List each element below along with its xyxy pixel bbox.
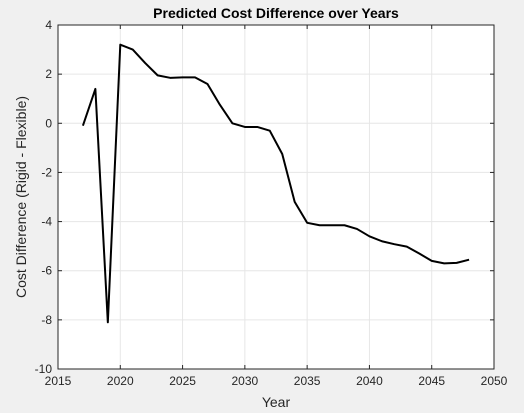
chart-title: Predicted Cost Difference over Years (153, 5, 399, 21)
series-layer (81, 43, 470, 324)
x-axis-label: Year (262, 394, 291, 410)
ticks: 2015 2020 2025 2030 2035 2040 2045 2050 -10 -8 -6 -… (35, 18, 508, 388)
x-tick-label: 2045 (418, 374, 445, 388)
x-tick-label: 2040 (356, 374, 383, 388)
x-tick-label: 2030 (232, 374, 259, 388)
y-tick-label: -8 (41, 313, 52, 327)
x-tick-label: 2020 (107, 374, 134, 388)
y-tick-label: 0 (45, 116, 52, 130)
plot-area (58, 25, 494, 369)
x-tick-label: 2035 (294, 374, 321, 388)
x-tick-label: 2015 (45, 374, 72, 388)
x-tick-label: 2050 (481, 374, 508, 388)
y-tick-label: 2 (45, 67, 52, 81)
y-tick-label: -6 (41, 264, 52, 278)
series-line (81, 43, 470, 324)
y-axis-label: Cost Difference (Rigid - Flexible) (13, 96, 29, 298)
x-tick-label: 2025 (169, 374, 196, 388)
y-tick-label: 4 (45, 18, 52, 32)
y-tick-label: -2 (41, 165, 52, 179)
y-tick-label: -4 (41, 215, 52, 229)
axes-box (57, 24, 495, 370)
y-tick-label: -10 (35, 362, 53, 376)
